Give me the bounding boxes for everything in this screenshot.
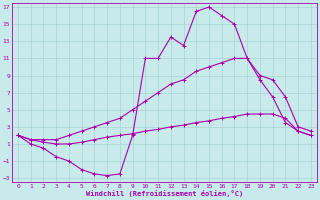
X-axis label: Windchill (Refroidissement éolien,°C): Windchill (Refroidissement éolien,°C) [86,190,243,197]
